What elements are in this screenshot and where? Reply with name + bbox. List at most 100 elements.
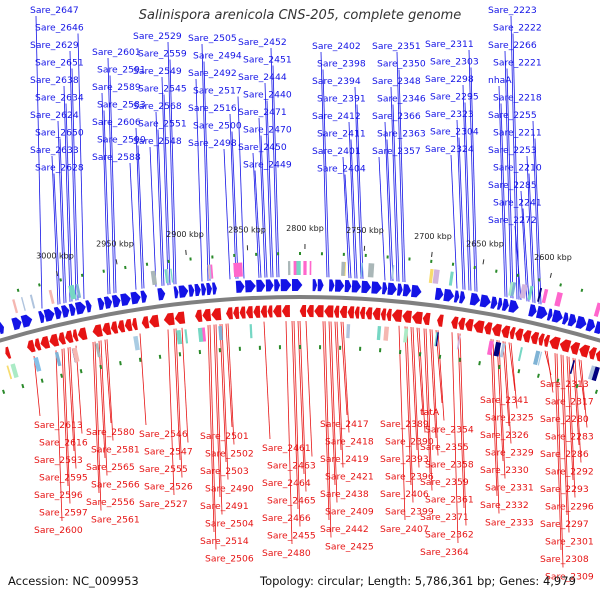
reverse-gene-arrow [65, 330, 74, 344]
reverse-gene-arrow [538, 333, 545, 346]
label-leader-line [169, 59, 177, 285]
forward-feature-box [341, 261, 346, 276]
reverse-feature-box [591, 366, 600, 382]
reverse-gene-arrow [515, 328, 524, 341]
forward-gene-label: Sare_2311 [425, 39, 474, 50]
reverse-feature-box [6, 365, 13, 380]
label-leader-line [458, 137, 466, 290]
reverse-gene-arrow [58, 332, 66, 345]
reverse-gene-arrow [163, 312, 175, 326]
forward-gene-arrow [361, 280, 372, 294]
reverse-gene-arrow [239, 306, 246, 319]
label-leader-line [107, 57, 115, 294]
forward-gene-label: Sare_2285 [488, 180, 537, 191]
label-leader-line [57, 120, 65, 304]
forward-gene-label: Sare_2412 [312, 111, 361, 122]
reverse-gene-arrow [281, 305, 290, 318]
forward-gene-label: Sare_2529 [133, 31, 182, 42]
forward-gene-arrow [188, 284, 195, 297]
reverse-feature-box [517, 347, 523, 362]
reverse-gene-label: Sare_2490 [205, 484, 254, 495]
reverse-gene-label: Sare_2600 [34, 525, 83, 536]
label-leader-line [291, 320, 299, 510]
forward-feature-box [29, 294, 36, 309]
reverse-gene-label: Sare_2283 [545, 432, 594, 443]
reverse-gene-label: Sare_2325 [485, 413, 534, 424]
forward-gene-label: Sare_2363 [377, 129, 426, 140]
reverse-gene-label: Sare_2419 [320, 454, 369, 465]
reverse-gene-label: Sare_2332 [480, 500, 529, 511]
forward-gene-label: Sare_2583 [97, 100, 146, 111]
reverse-gene-label: Sare_2547 [144, 447, 193, 458]
forward-gene-arrow [551, 309, 563, 323]
scale-tick [431, 251, 433, 257]
forward-gene-label: Sare_2548 [133, 136, 182, 147]
label-leader-line [77, 33, 85, 300]
label-leader-line [510, 15, 518, 300]
minor-tick [516, 273, 520, 278]
label-leader-line [554, 353, 562, 551]
reverse-gene-arrow [253, 305, 261, 318]
reverse-gene-arrow [49, 333, 60, 347]
label-leader-line [227, 323, 235, 445]
reverse-gene-arrow [559, 339, 572, 353]
reverse-gene-arrow [92, 324, 103, 337]
forward-feature-box [509, 281, 517, 297]
minor-tick [79, 369, 83, 374]
label-leader-line [384, 121, 392, 281]
forward-gene-label: Sare_2589 [92, 82, 141, 93]
reverse-gene-arrow [522, 330, 532, 343]
forward-feature-box [309, 261, 312, 276]
label-leader-line [201, 43, 209, 282]
reverse-gene-arrow [245, 306, 253, 319]
reverse-gene-arrow [354, 306, 360, 319]
reverse-gene-arrow [34, 338, 42, 351]
reverse-gene-label: Sare_2297 [540, 519, 589, 530]
reverse-gene-label: Sare_2442 [320, 524, 369, 535]
label-leader-line [470, 67, 478, 292]
reverse-gene-arrow [465, 318, 474, 332]
reverse-gene-arrow [72, 329, 79, 342]
label-leader-line [328, 321, 336, 486]
forward-gene-label: Sare_2568 [133, 101, 182, 112]
forward-feature-box [236, 262, 243, 277]
reverse-gene-arrow [211, 308, 222, 321]
reverse-gene-arrow [314, 305, 324, 318]
forward-gene-arrow [351, 280, 362, 293]
label-leader-line [270, 47, 278, 278]
reverse-gene-label: Sare_2491 [200, 501, 249, 512]
reverse-gene-arrow [491, 323, 502, 337]
reverse-gene-arrow [391, 309, 403, 322]
reverse-gene-label: Sare_2362 [425, 530, 474, 541]
minor-tick [438, 354, 442, 359]
reverse-gene-arrow [437, 314, 444, 327]
reverse-feature-box [376, 325, 382, 341]
forward-gene-label: Sare_2323 [425, 109, 474, 120]
reverse-gene-arrow [339, 305, 348, 319]
label-leader-line [342, 321, 350, 433]
forward-gene-label: Sare_2272 [488, 215, 537, 226]
label-leader-line [35, 15, 43, 309]
reverse-feature-box [533, 350, 541, 366]
label-leader-line [92, 341, 100, 494]
label-leader-line [566, 356, 574, 481]
forward-gene-arrow [508, 299, 519, 313]
reverse-gene-label: Sare_2355 [420, 442, 469, 453]
label-leader-line [572, 357, 580, 446]
forward-gene-arrow [453, 290, 460, 303]
reverse-gene-label: Sare_2595 [39, 473, 88, 484]
forward-gene-arrow [501, 298, 509, 312]
reverse-gene-label: Sare_2464 [262, 478, 311, 489]
reverse-gene-arrow [411, 311, 423, 325]
reverse-gene-arrow [595, 350, 600, 362]
scale-tick [482, 259, 485, 265]
label-leader-line [195, 78, 203, 282]
forward-feature-box [150, 270, 158, 286]
forward-feature-box [360, 262, 364, 277]
label-leader-line [71, 68, 79, 301]
label-leader-line [63, 348, 71, 504]
reverse-gene-label: Sare_2425 [325, 542, 374, 553]
forward-feature-box [12, 299, 19, 314]
label-leader-line [504, 50, 512, 299]
label-leader-line [416, 327, 424, 416]
